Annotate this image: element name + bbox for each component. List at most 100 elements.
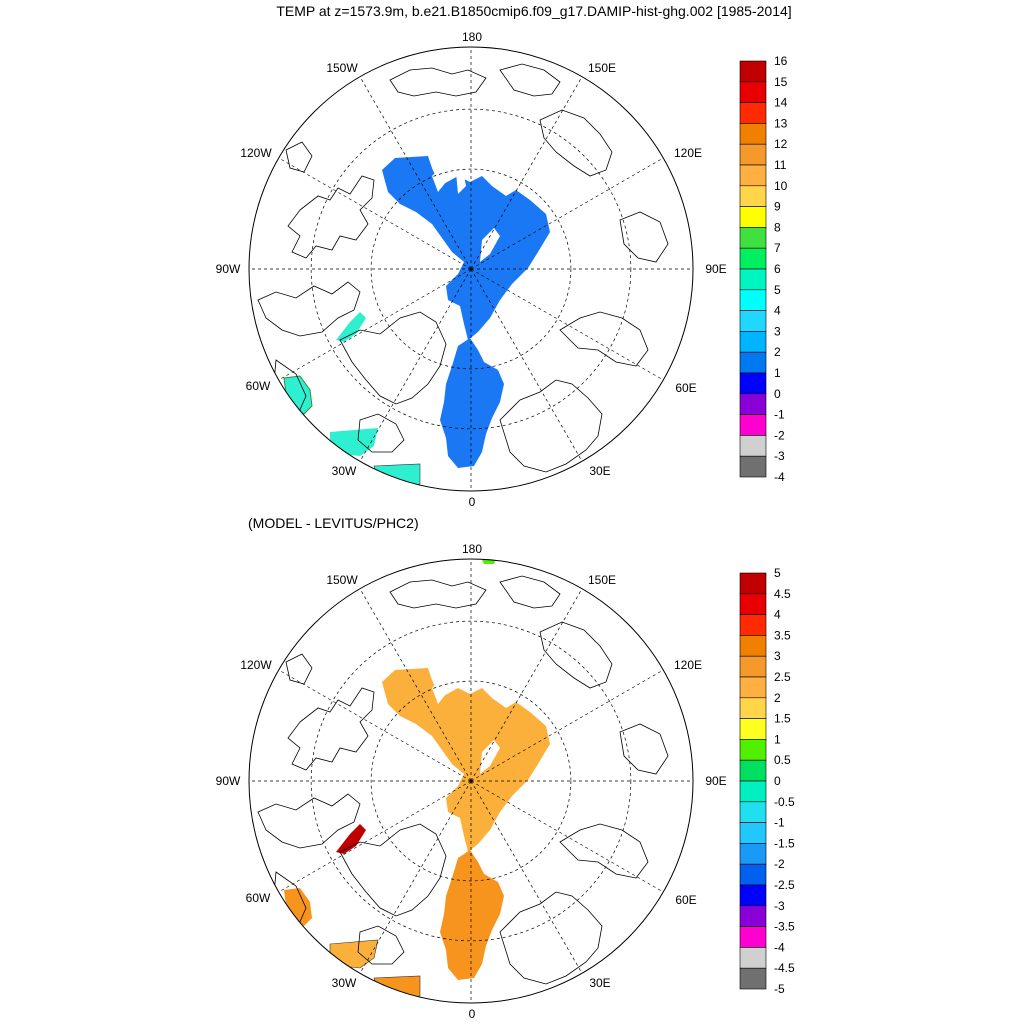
longitude-label: 180 [462,30,482,44]
meridian-line [470,76,583,270]
legend-level-label: -1 [774,408,785,422]
meridian-line [278,268,472,381]
legend-level-label: 0.5 [774,753,791,767]
coastline [539,621,613,689]
coastline [619,723,669,775]
legend-color-box [739,227,767,249]
coastline [559,311,649,367]
legend-level-label: 5 [774,283,781,297]
longitude-label: 120E [674,146,702,160]
legend-level-label: -3 [774,899,785,913]
meridian-line [359,780,472,974]
meridian-line [470,780,583,974]
longitude-label: 0 [469,495,476,509]
meridian-line [470,268,583,462]
gap-region [456,166,466,194]
legend-color-box [739,435,767,457]
legend-color-box [739,967,767,990]
longitude-label: 60E [675,893,696,907]
legend-level-label: -4 [774,940,785,954]
legend-level-label: 4 [774,304,781,318]
legend-color-box [739,143,767,166]
gap-region [480,740,500,774]
legend-level-label: 5 [774,566,781,580]
longitude-label: 120W [240,658,272,672]
legend-level-label: 12 [774,137,788,151]
legend-color-box [739,801,767,823]
meridian-line [278,780,472,893]
gap-region [480,228,500,262]
legend-level-label: -2 [774,857,785,871]
legend-level-label: 3 [774,649,781,663]
legend-color-box [739,614,767,636]
coastline [357,413,405,453]
map-content [249,559,693,1003]
color-legend-bar: 5 4.5 4 3.5 3 2.5 2 1.5 1 0.5 0 -0.5 -1 -1.5 -2 -2.5 -3 -… [739,566,795,996]
legend-level-label: -2 [774,428,785,442]
legend-color-box [739,289,767,311]
coastline [619,211,669,263]
map-boundary [248,46,694,492]
map-boundary [248,558,694,1004]
legend-color-box [739,81,767,103]
coastline [499,379,603,473]
legend-color-box [739,102,767,124]
legend-color-box [739,247,767,270]
legend-color-box [739,739,767,761]
legend-level-label: -4 [774,470,785,484]
legend-level-label: 11 [774,158,787,172]
coastline [339,823,447,917]
map-content [249,47,693,491]
latitude-circle [370,168,572,370]
legend-level-label: 1.5 [774,712,791,726]
longitude-label: 60E [675,381,696,395]
figure-title: TEMP at z=1573.9m, b.e21.B1850cmip6.f09_… [276,3,792,19]
legend-color-box [739,822,767,844]
legend-color-box [739,780,767,803]
legend-level-label: 0 [774,387,781,401]
legend-color-box [739,268,767,291]
longitude-label: 150E [588,61,616,75]
field-region-central-arctic [382,156,550,340]
legend-level-label: 1 [774,732,781,746]
latitude-circle [310,620,632,942]
meridian-line [359,268,472,462]
legend-level-label: 13 [774,116,788,130]
legend-color-box [739,572,767,595]
legend-color-box [739,60,767,83]
coastline [499,575,561,609]
legend-color-box [739,655,767,678]
legend-level-label: 2.5 [774,670,791,684]
longitude-label: 0 [469,1007,476,1021]
longitude-label: 120W [240,146,272,160]
field-region-iceland-basin [373,975,421,999]
legend-color-box [739,635,767,657]
legend-level-label: 8 [774,220,781,234]
legend-level-label: -1 [774,816,785,830]
coastline [287,687,375,771]
coastline [499,63,561,97]
coastline [257,793,361,849]
legend-level-label: 4.5 [774,587,791,601]
longitude-label: 60W [246,379,271,393]
top-polar-map-panel: 180 150E 120E 90E 60E 30E 0 30W 60W 90W 120W 150W 16… [216,30,788,509]
longitude-label: 30E [589,464,610,478]
field-region-iceland-basin [373,463,421,487]
coastline [499,891,603,985]
legend-color-box [739,206,767,228]
legend-level-label: -2.5 [774,878,795,892]
legend-color-box [739,393,767,415]
legend-level-label: 6 [774,262,781,276]
field-region-nordic-seas [440,338,504,468]
legend-color-box [739,414,767,436]
legend-color-box [739,593,767,615]
longitude-label: 180 [462,542,482,556]
field-region-baffin [336,312,366,342]
legend-level-label: 10 [774,179,788,193]
gap-region [432,168,446,192]
legend-level-label: -5 [774,982,785,996]
legend-color-box [739,947,767,969]
legend-color-box [739,697,767,719]
longitude-label: 150W [326,61,358,75]
longitude-label: 30W [332,976,357,990]
